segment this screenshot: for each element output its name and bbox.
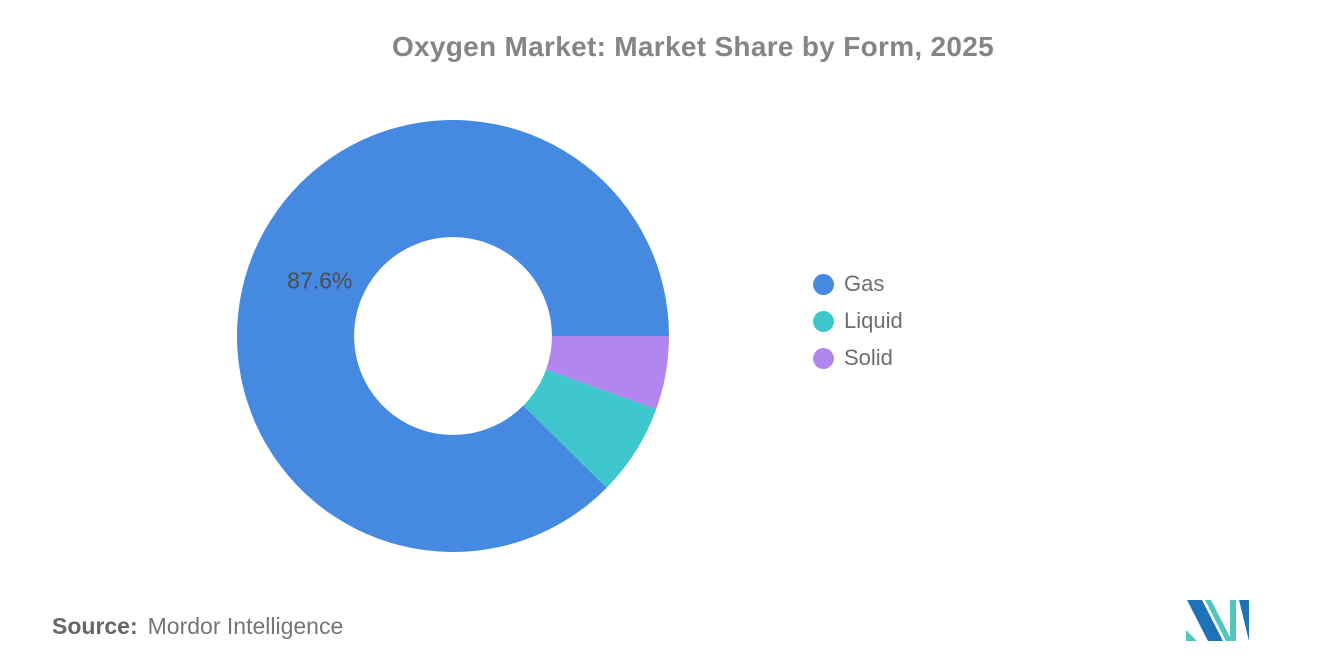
donut-svg [237,120,669,552]
mordor-intelligence-logo [1186,600,1249,641]
donut-chart: 87.6% [233,116,673,556]
logo-teal-corner [1186,630,1197,641]
slice-label-gas: 87.6% [287,267,353,294]
source-prefix: Source: [52,613,138,639]
chart-legend: Gas Liquid Solid [813,271,903,371]
legend-label: Solid [844,345,893,370]
logo-teal-bar [1230,600,1236,641]
legend-marker-gas [813,273,834,295]
legend-label: Gas [844,271,885,296]
source-text: Mordor Intelligence [147,613,344,639]
donut-slice-gas[interactable] [237,120,669,552]
legend-item-gas[interactable]: Gas [813,271,903,297]
legend-label: Liquid [844,308,903,333]
legend-marker-liquid [813,310,834,332]
donut-slice-liquid[interactable] [523,369,657,488]
legend-item-solid[interactable]: Solid [813,345,903,371]
source-line: Source: Mordor Intelligence [52,613,343,640]
logo-teal-stripe [1205,600,1232,641]
donut-slice-solid[interactable] [546,336,669,410]
legend-item-liquid[interactable]: Liquid [813,308,903,334]
logo-blue-triangle [1239,600,1249,641]
legend-marker-solid [813,347,834,369]
chart-title: Oxygen Market: Market Share by Form, 202… [391,31,995,62]
logo-blue-stripe [1187,600,1223,641]
